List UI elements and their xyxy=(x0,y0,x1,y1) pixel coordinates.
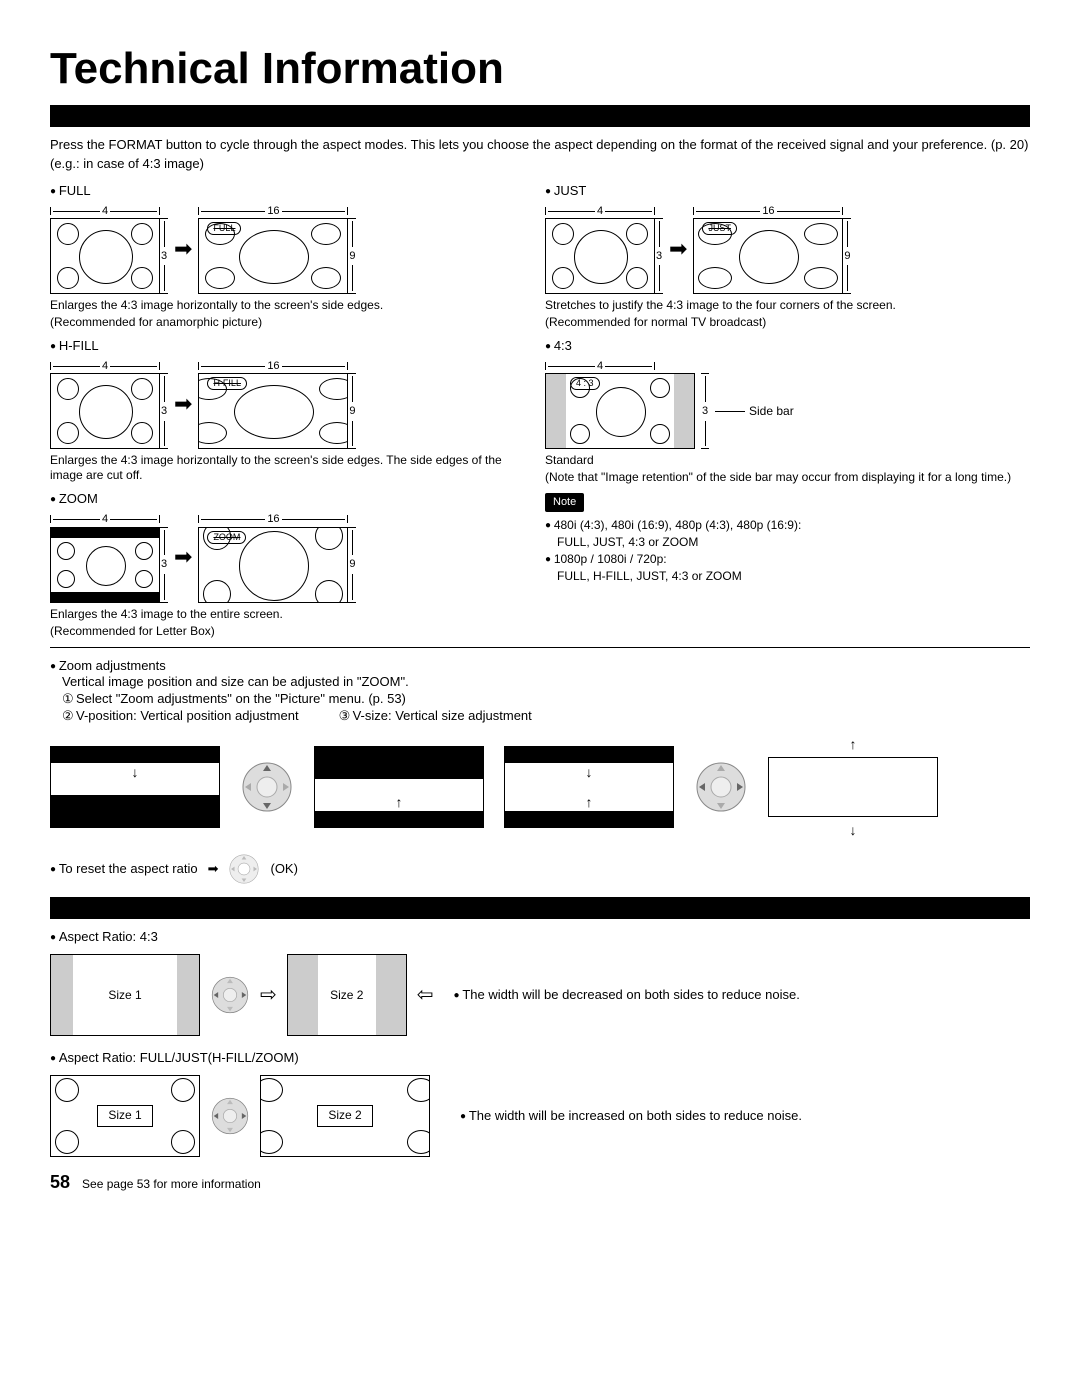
full-desc1: Enlarges the 4:3 image horizontally to t… xyxy=(50,298,535,313)
note-b2b: FULL, H-FILL, JUST, 4:3 or ZOOM xyxy=(545,569,1030,584)
dim-16: 16 xyxy=(267,204,279,218)
section-bar-1 xyxy=(50,105,1030,127)
dim-4: 4 xyxy=(102,204,108,218)
zoomadj-title: Zoom adjustments xyxy=(50,658,1030,675)
r43-desc1: Standard xyxy=(545,453,1030,468)
just-desc1: Stretches to justify the 4:3 image to th… xyxy=(545,298,1030,313)
zoom-desc1: Enlarges the 4:3 image to the entire scr… xyxy=(50,607,535,622)
zoom-desc2: (Recommended for Letter Box) xyxy=(50,624,535,639)
page-number: 58 xyxy=(50,1171,70,1194)
vpos-before: ↓ xyxy=(50,746,220,828)
dpad-icon xyxy=(210,1096,250,1136)
size2-full: Size 2 xyxy=(260,1075,430,1157)
vsize-after xyxy=(768,757,938,817)
vsize-before: ↓ ↑ xyxy=(504,746,674,828)
arrow-icon: ➡ xyxy=(174,543,192,572)
note-heading: Note xyxy=(545,493,584,511)
ok-button-icon xyxy=(228,853,260,885)
vpos-after: ↑ xyxy=(314,746,484,828)
arrow-icon: ➡ xyxy=(669,235,687,264)
arrow-icon: ➡ xyxy=(174,390,192,419)
section-bar-2 xyxy=(50,897,1030,919)
size-desc-1: The width will be decreased on both side… xyxy=(454,987,800,1004)
full-desc2: (Recommended for anamorphic picture) xyxy=(50,315,535,330)
size2-43: Size 2 xyxy=(287,954,407,1036)
r43-desc2: (Note that "Image retention" of the side… xyxy=(545,470,1030,485)
mode-just-label: JUST xyxy=(545,183,1030,200)
size1-full: Size 1 xyxy=(50,1075,200,1157)
just-desc2: (Recommended for normal TV broadcast) xyxy=(545,315,1030,330)
dpad-icon xyxy=(694,760,748,814)
mode-zoom-label: ZOOM xyxy=(50,491,535,508)
intro-text-1: Press the FORMAT button to cycle through… xyxy=(50,137,1030,154)
up-arrow-icon: ↑ xyxy=(850,735,857,753)
size1-43: Size 1 xyxy=(50,954,200,1036)
mode-hfill-label: H-FILL xyxy=(50,338,535,355)
arrow-icon: ➡ xyxy=(174,235,192,264)
zoomadj-l1: Vertical image position and size can be … xyxy=(62,674,1030,691)
ar-full-label: Aspect Ratio: FULL/JUST(H-FILL/ZOOM) xyxy=(50,1050,1030,1067)
dim-3: 3 xyxy=(161,249,167,263)
note-b1b: FULL, JUST, 4:3 or ZOOM xyxy=(545,535,1030,550)
size-desc-2: The width will be increased on both side… xyxy=(460,1108,802,1125)
note-b1: 480i (4:3), 480i (16:9), 480p (4:3), 480… xyxy=(545,518,1030,533)
sidebar-label: Side bar xyxy=(749,404,794,420)
reset-label: To reset the aspect ratio xyxy=(50,861,198,878)
arrow-icon: ➡ xyxy=(208,861,219,878)
zoomadj-l2: Select "Zoom adjustments" on the "Pictur… xyxy=(76,691,406,706)
zoomadj-l3: V-position: Vertical position adjustment xyxy=(76,708,299,723)
ar-43-label: Aspect Ratio: 4:3 xyxy=(50,929,1030,946)
intro-text-2: (e.g.: in case of 4:3 image) xyxy=(50,156,1030,173)
dim-9: 9 xyxy=(349,249,355,263)
dpad-icon xyxy=(240,760,294,814)
ok-label: (OK) xyxy=(270,861,297,878)
mode-full-label: FULL xyxy=(50,183,535,200)
zoomadj-l4: V-size: Vertical size adjustment xyxy=(353,708,532,723)
down-arrow-icon: ↓ xyxy=(850,821,857,839)
footer-text: See page 53 for more information xyxy=(82,1177,261,1193)
arrow-left-icon: ⇦ xyxy=(417,982,434,1008)
page-title: Technical Information xyxy=(50,40,1030,97)
arrow-right-icon: ⇨ xyxy=(260,982,277,1008)
mode-43-label: 4:3 xyxy=(545,338,1030,355)
note-b2: 1080p / 1080i / 720p: xyxy=(545,552,1030,567)
dpad-icon xyxy=(210,975,250,1015)
hfill-desc1: Enlarges the 4:3 image horizontally to t… xyxy=(50,453,535,483)
